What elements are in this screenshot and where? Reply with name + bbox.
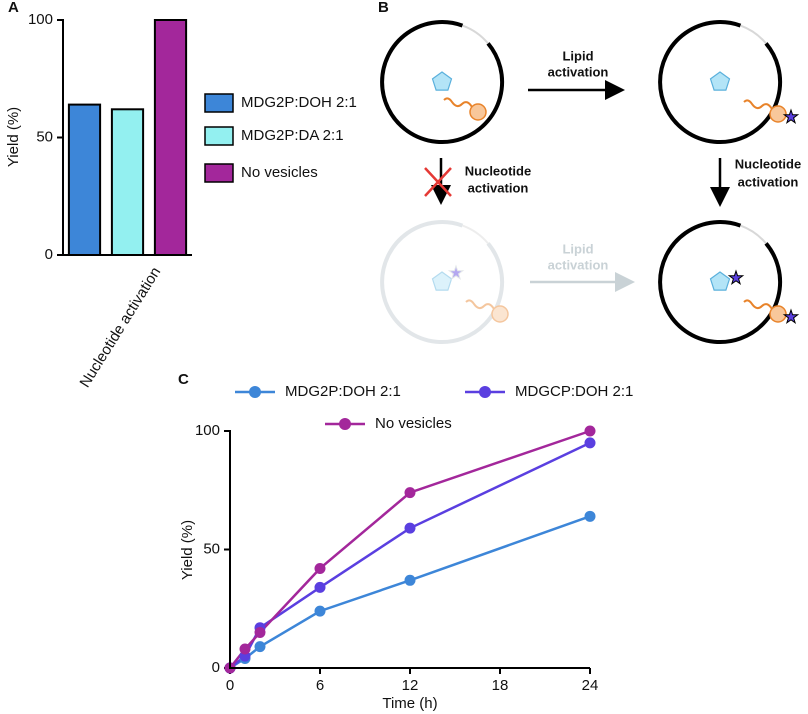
label: activation [548,64,609,79]
vesicle [658,20,799,145]
x-axis-label: Time (h) [382,695,437,712]
y-tick-label: 0 [45,246,53,263]
y-tick-label: 0 [212,659,220,676]
axes [62,19,192,256]
x-tick-label: 18 [492,677,509,694]
cross [424,167,452,197]
vesicle [658,220,799,345]
point [404,522,416,534]
label: activation [468,180,529,195]
point [404,574,416,586]
point [584,437,596,449]
legend-marker [249,386,261,398]
y-axis-label: Yield (%) [179,520,196,580]
point [404,487,416,499]
legend-marker [479,386,491,398]
legend-label: No vesicles [375,415,452,432]
y-axis-label: Yield (%) [5,107,22,167]
point [314,581,326,593]
label: activation [738,174,799,189]
label: Nucleotide [735,156,801,171]
x-tick-label: 6 [316,677,324,694]
x-tick-label: 0 [226,677,234,694]
point [254,641,266,653]
legend-label: MDG2P:DOH 2:1 [241,94,357,111]
point [314,605,326,617]
vesicle-faded [380,220,509,345]
panel-label: C [178,371,189,388]
x-tick-label: 24 [582,677,599,694]
y-tick-label: 50 [36,128,53,145]
diagram: B Lipid activation Nucleotide activation… [378,0,801,345]
axes [229,430,590,669]
legend-label: MDG2P:DOH 2:1 [285,383,401,400]
point [314,562,326,574]
point [239,643,251,655]
legend-swatch [204,163,234,183]
legend-swatch [204,93,234,113]
panel-label: A [8,0,19,16]
bar [153,19,188,256]
legend-label: MDG2P:DA 2:1 [241,127,344,144]
line [229,515,591,670]
x-tick-label: Nucleotide activation [76,264,164,390]
line [229,441,591,669]
y-tick-label: 50 [203,540,220,557]
bar [110,108,145,256]
vesicle [380,20,505,145]
label: Lipid [562,241,593,256]
label: Lipid [562,48,593,63]
legend-label: No vesicles [241,164,318,181]
point [584,425,596,437]
panel-label: B [378,0,389,16]
legend-swatch [204,126,234,146]
label: activation [548,257,609,272]
legend-label: MDGCP:DOH 2:1 [515,383,633,400]
y-tick-label: 100 [195,422,220,439]
x-tick-label: 12 [402,677,419,694]
bar [67,103,102,256]
legend-marker [339,418,351,430]
label: Nucleotide [465,163,531,178]
y-tick-label: 100 [28,11,53,28]
point [254,626,266,638]
point [584,510,596,522]
